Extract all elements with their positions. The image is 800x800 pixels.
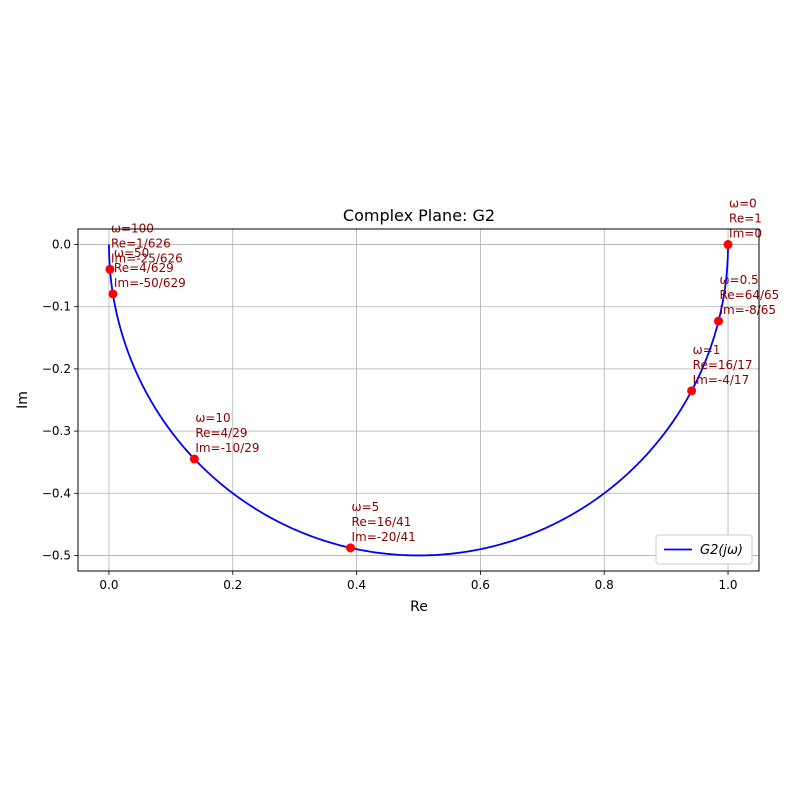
series-line-g2 xyxy=(108,244,729,557)
annotation-omega-50: Im=-50/629 xyxy=(114,276,186,290)
x-axis-ticks: 0.0 0.2 0.4 0.6 0.8 1.0 xyxy=(99,571,738,592)
annotation-omega-10: Im=-10/29 xyxy=(195,441,259,455)
data-point-omega-100 xyxy=(105,264,115,274)
x-tick-label: 0.8 xyxy=(595,578,614,592)
grid-lines xyxy=(78,229,759,571)
y-tick-label: 0.0 xyxy=(52,238,71,252)
y-axis-ticks: 0.0 −0.1 −0.2 −0.3 −0.4 −0.5 xyxy=(42,238,78,562)
annotation-omega-10: Re=4/29 xyxy=(195,426,247,440)
data-point-omega-0.5 xyxy=(714,316,724,326)
data-point-omega-0 xyxy=(723,240,733,250)
x-tick-label: 0.2 xyxy=(223,578,242,592)
annotation-omega-5: ω=5 xyxy=(352,500,380,514)
y-tick-label: −0.2 xyxy=(42,362,71,376)
data-points-layer xyxy=(105,240,733,553)
legend-box xyxy=(655,534,753,565)
legend: G2(jω) xyxy=(655,534,753,565)
chart-title: Complex Plane: G2 xyxy=(343,206,495,225)
annotation-omega-0: Re=1 xyxy=(729,212,762,226)
y-tick-label: −0.4 xyxy=(42,486,71,500)
annotation-omega-50: ω=50 xyxy=(114,246,149,260)
annotation-omega-100: Im=-25/626 xyxy=(111,251,183,265)
annotations-layer: ω=0Re=1Im=0ω=0.5Re=64/65Im=-8/65ω=1Re=16… xyxy=(111,197,779,544)
data-point-omega-5 xyxy=(346,543,356,553)
annotation-omega-0.5: ω=0.5 xyxy=(720,273,759,287)
x-tick-label: 0.0 xyxy=(99,578,118,592)
series-curve-layer xyxy=(108,244,729,557)
annotation-omega-0: Im=0 xyxy=(729,227,762,241)
annotation-omega-100: Re=1/626 xyxy=(111,236,171,250)
y-tick-label: −0.1 xyxy=(42,300,71,314)
annotation-omega-0.5: Re=64/65 xyxy=(720,288,780,302)
legend-label-g2: G2(jω) xyxy=(700,543,743,558)
y-tick-label: −0.3 xyxy=(42,424,71,438)
x-axis-label: Re xyxy=(410,599,428,615)
annotation-omega-1: ω=1 xyxy=(693,343,721,357)
annotation-omega-5: Im=-20/41 xyxy=(352,530,416,544)
annotation-omega-100: ω=100 xyxy=(111,221,154,235)
data-point-omega-10 xyxy=(189,454,199,464)
data-point-omega-50 xyxy=(108,289,118,299)
data-point-omega-1 xyxy=(687,386,697,396)
plot-frame xyxy=(77,228,760,572)
annotation-omega-0: ω=0 xyxy=(729,197,757,211)
annotation-omega-1: Im=-4/17 xyxy=(693,373,750,387)
annotation-omega-5: Re=16/41 xyxy=(352,515,412,529)
x-tick-label: 1.0 xyxy=(718,578,737,592)
annotation-omega-1: Re=16/17 xyxy=(693,358,753,372)
annotation-omega-10: ω=10 xyxy=(195,411,230,425)
y-tick-label: −0.5 xyxy=(42,548,71,562)
y-axis-label: Im xyxy=(15,391,31,409)
x-tick-label: 0.6 xyxy=(471,578,490,592)
annotation-omega-0.5: Im=-8/65 xyxy=(720,303,777,317)
annotation-omega-50: Re=4/629 xyxy=(114,261,174,275)
x-tick-label: 0.4 xyxy=(347,578,366,592)
